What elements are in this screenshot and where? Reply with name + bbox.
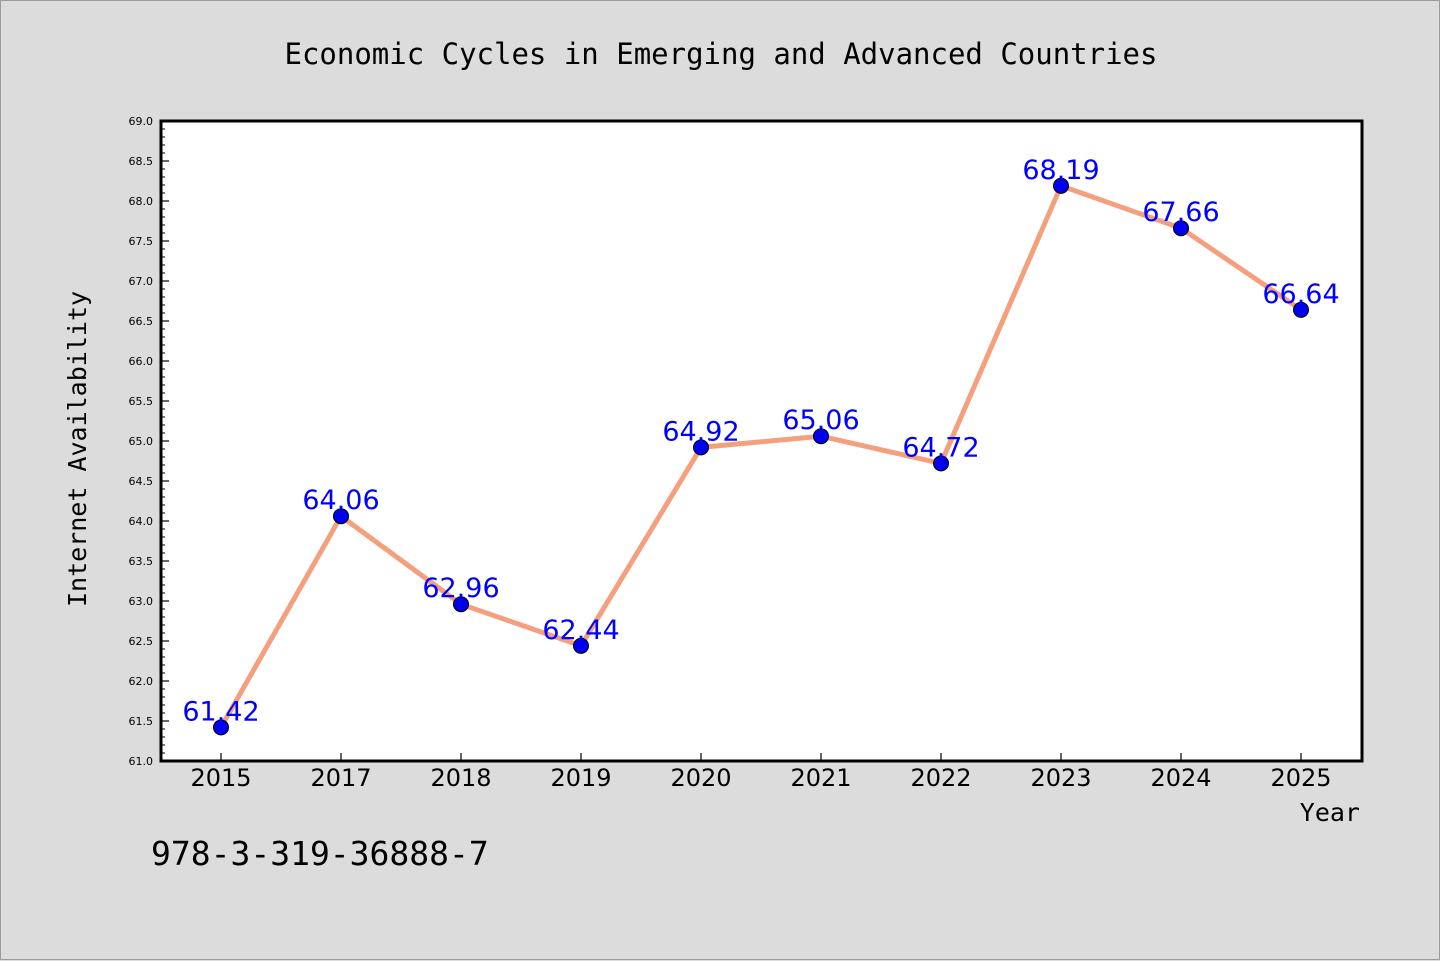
x-axis: 2015 2017 2018 2019 2020 2021 2022 2023 2024 2025: [190, 753, 1332, 792]
series-line: [218, 183, 1303, 729]
x-tick-label: 2017: [310, 764, 371, 792]
data-label: 65.06: [782, 405, 859, 436]
data-label: 66.64: [1262, 279, 1339, 310]
x-tick-label: 2025: [1270, 764, 1331, 792]
y-tick-label: 68.5: [129, 155, 154, 168]
data-label: 64.92: [662, 416, 739, 447]
data-label: 68.19: [1022, 155, 1099, 186]
x-tick-label: 2022: [910, 764, 971, 792]
x-tick-label: 2024: [1150, 764, 1211, 792]
x-tick-label: 2018: [430, 764, 491, 792]
y-tick-label: 64.0: [129, 515, 154, 528]
data-point: [333, 508, 349, 525]
x-axis-label: Year: [1300, 798, 1360, 827]
y-tick-label: 62.0: [129, 675, 154, 688]
data-point: [1293, 301, 1309, 318]
x-tick-label: 2020: [670, 764, 731, 792]
y-tick-label: 61.5: [129, 715, 154, 728]
chart-title: Economic Cycles in Emerging and Advanced…: [285, 37, 1158, 71]
y-tick-label: 66.5: [129, 315, 154, 328]
data-label: 67.66: [1142, 197, 1219, 228]
y-axis: 61.0 61.5 62.0 62.5 63.0 63.5 64.0 64.5 65.0 65.5…: [129, 115, 169, 768]
y-tick-label: 63.0: [129, 595, 154, 608]
y-tick-label: 65.0: [129, 435, 154, 448]
data-label: 64.72: [902, 432, 979, 463]
data-label: 62.96: [422, 573, 499, 604]
data-label: 62.44: [542, 615, 619, 646]
y-tick-label: 68.0: [129, 195, 154, 208]
data-point: [573, 637, 589, 654]
y-tick-label: 62.5: [129, 635, 154, 648]
data-point: [693, 439, 709, 456]
y-tick-label: 67.5: [129, 235, 154, 248]
data-point: [1053, 177, 1069, 194]
y-tick-label: 61.0: [129, 755, 154, 768]
data-point: [213, 719, 229, 736]
y-tick-label: 69.0: [129, 115, 154, 128]
data-point: [453, 596, 469, 613]
x-tick-label: 2015: [190, 764, 251, 792]
x-tick-label: 2023: [1030, 764, 1091, 792]
series-group: 61.42 64.06 62.96 62.44 64.92 65.06 64.72 68.19…: [182, 155, 1340, 736]
data-point: [813, 428, 829, 445]
y-axis-label: Internet Availability: [63, 291, 92, 607]
data-point: [1173, 220, 1189, 237]
data-label: 64.06: [302, 485, 379, 516]
y-tick-label: 66.0: [129, 355, 154, 368]
y-tick-label: 67.0: [129, 275, 154, 288]
isbn-annotation: 978-3-319-36888-7: [151, 834, 489, 873]
data-label: 61.42: [182, 696, 259, 727]
x-tick-label: 2019: [550, 764, 611, 792]
y-tick-label: 63.5: [129, 555, 154, 568]
x-tick-label: 2021: [790, 764, 851, 792]
y-tick-label: 64.5: [129, 475, 154, 488]
y-tick-label: 65.5: [129, 395, 154, 408]
data-point: [933, 455, 949, 472]
